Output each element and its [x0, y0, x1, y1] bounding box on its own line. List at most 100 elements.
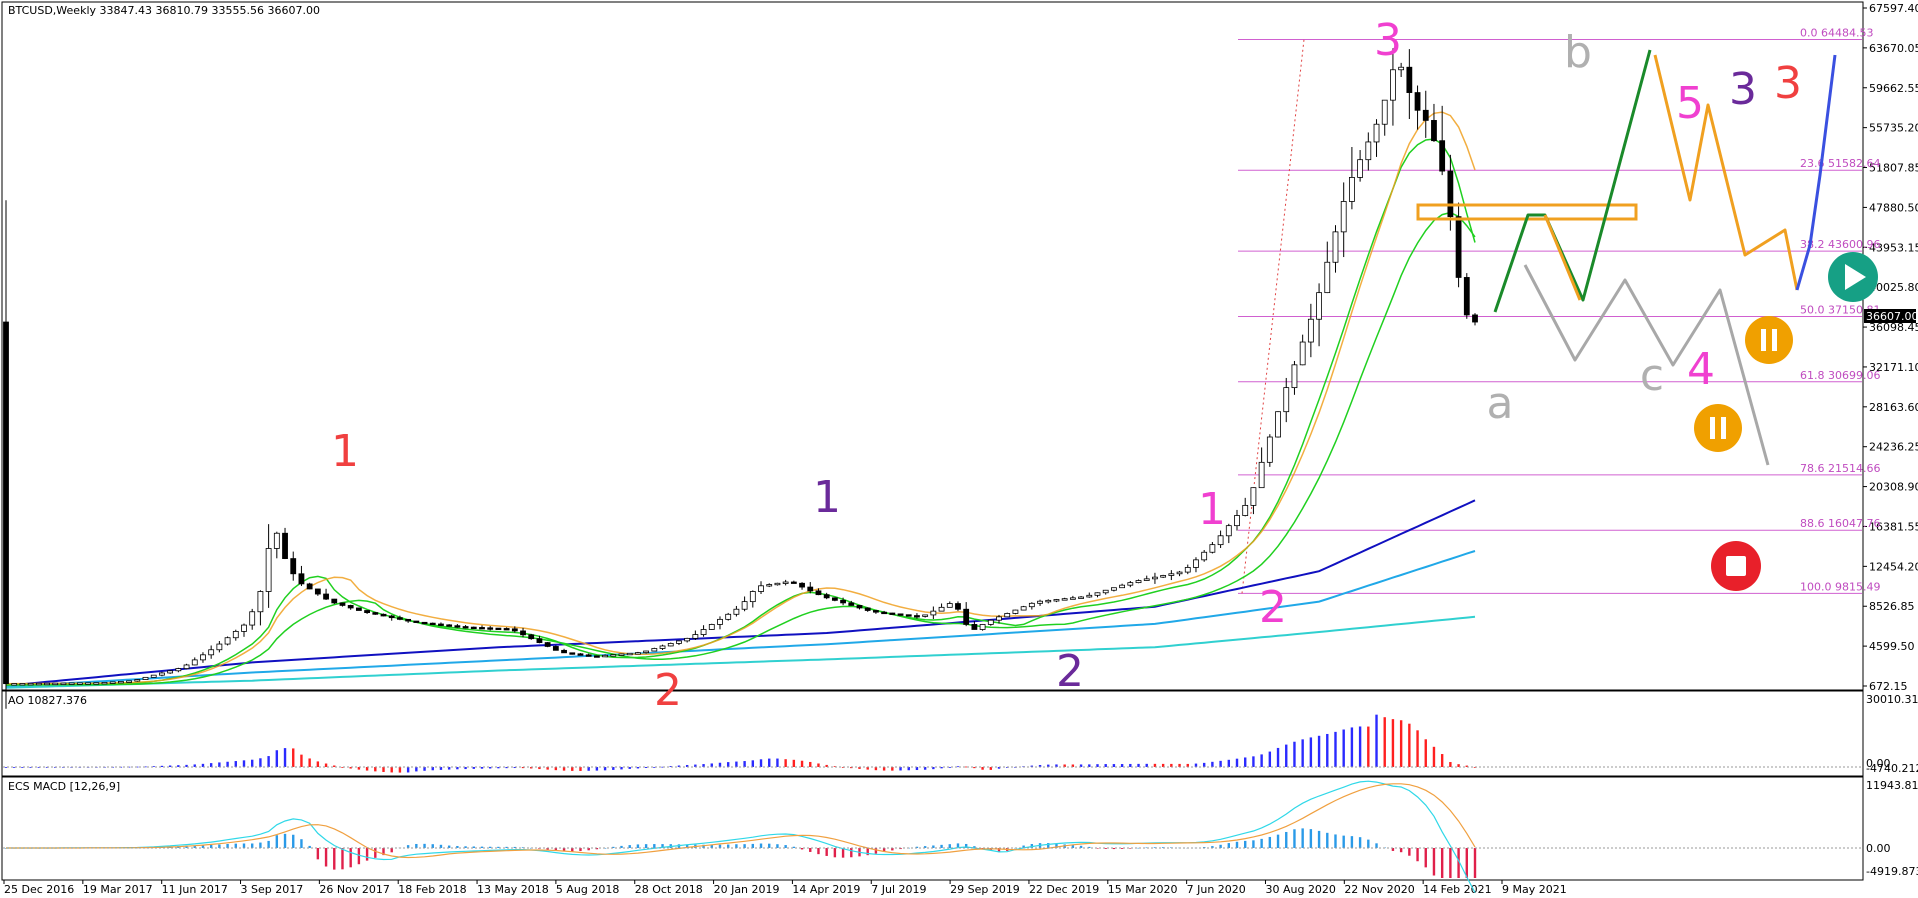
macd-bar [1350, 836, 1354, 848]
macd-bar [866, 848, 869, 856]
macd-bar [390, 848, 393, 853]
candle-body [1373, 123, 1380, 143]
y-tick-label: 28163.60 [1869, 401, 1918, 414]
ao-bar [185, 764, 188, 767]
wave-label: 4 [1687, 344, 1715, 395]
x-tick-label: 19 Mar 2017 [83, 883, 153, 896]
macd-bar [595, 848, 599, 850]
candle-body [511, 628, 518, 632]
stop-icon [1711, 541, 1761, 591]
macd-bar [1301, 828, 1304, 848]
ao-bar [784, 759, 787, 767]
ao-bar [521, 767, 525, 769]
ao-bar [1457, 764, 1460, 767]
ao-bar [644, 767, 648, 768]
ao-bar [218, 762, 221, 767]
candles [3, 48, 1478, 709]
macd-bar [218, 844, 221, 848]
ao-bar [702, 764, 705, 767]
ao-bar [472, 767, 475, 769]
macd-bar [1268, 836, 1272, 848]
ao-bar [374, 767, 377, 772]
ao-bar [1211, 761, 1214, 767]
ao-bar [1129, 763, 1132, 767]
candle-body [1012, 609, 1019, 614]
symbol-header: BTCUSD,Weekly 33847.43 36810.79 33555.56… [8, 4, 320, 17]
ao-bar [603, 767, 607, 771]
candle-body [85, 682, 91, 685]
candle-body [1275, 411, 1281, 438]
y-tick-label: 51807.85 [1869, 162, 1918, 175]
ao-bar [554, 767, 558, 771]
candle-body [1119, 584, 1126, 589]
candle-body [413, 620, 420, 623]
ao-bar [1219, 760, 1222, 767]
candle-body [807, 586, 814, 592]
ao-bar [1358, 726, 1362, 767]
candle-body [1250, 487, 1257, 506]
candle-body [347, 605, 354, 609]
macd-bar [1416, 848, 1419, 862]
wave-label: 1 [331, 426, 359, 477]
fib-label: 61.8 30699.06 [1800, 369, 1880, 382]
ao-bar [21, 767, 24, 768]
candle-body [224, 637, 231, 645]
candle-body [27, 682, 34, 686]
ao-bar [653, 767, 656, 768]
ao-bar [1285, 744, 1288, 767]
macd-bar [981, 848, 984, 849]
candle-body [1152, 576, 1158, 580]
ao-bar [4, 767, 8, 768]
price-axis: 67597.40 63670.05 59662.55 55735.20 51807.85… [1863, 2, 1918, 693]
macd-bar [1120, 848, 1124, 849]
candle-body [1242, 504, 1249, 516]
ao-bar [1416, 730, 1419, 767]
wave-label: 3 [1729, 64, 1757, 115]
ao-bar [1408, 723, 1411, 767]
y-tick-label: 67597.40 [1869, 2, 1918, 15]
candle-body [643, 650, 650, 654]
ema-orange-line [5, 111, 1476, 685]
ao-bar [431, 767, 434, 771]
y-tick-label: 32171.10 [1869, 361, 1918, 374]
macd-bar [997, 848, 1001, 852]
candle-body [290, 558, 297, 575]
macd-bar [1276, 834, 1280, 848]
macd-bar [1367, 839, 1370, 848]
macd-header: ECS MACD [12,26,9] [8, 780, 120, 793]
macd-bar [636, 844, 640, 848]
macd-bar [587, 848, 590, 851]
macd-bar [718, 844, 722, 848]
ao-bar [439, 767, 443, 770]
ao-bar [850, 767, 853, 769]
ao-bar [612, 767, 615, 770]
candle-body [1307, 318, 1314, 343]
ao-bar [915, 767, 919, 771]
candle-body [1439, 140, 1446, 172]
candle-body [799, 582, 805, 588]
candle-body [438, 623, 444, 626]
wave-label: 2 [1259, 582, 1287, 633]
candle-body [659, 645, 666, 649]
ao-bar [792, 759, 796, 767]
macd-bar [1440, 848, 1444, 878]
ao-pane [1, 690, 1864, 777]
candle-body [831, 597, 838, 601]
candle-body [11, 683, 18, 686]
macd-tick-label: -4919.8733 [1866, 865, 1918, 878]
x-tick-label: 5 Aug 2018 [556, 883, 619, 896]
candle-body [76, 682, 83, 685]
macd-bar [349, 848, 352, 868]
macd-bar [1375, 843, 1378, 848]
candle-body [1414, 92, 1421, 111]
candle-body [996, 616, 1002, 621]
ao-bar [1326, 733, 1329, 767]
wave-label: c [1640, 350, 1664, 401]
candle-body [241, 624, 247, 632]
ao-bar [981, 767, 984, 770]
ao-bar [1047, 764, 1050, 767]
macd-bar [1309, 829, 1313, 848]
y-tick-label: 55735.20 [1869, 122, 1918, 135]
candle-body [790, 581, 797, 584]
candle-body [905, 614, 912, 617]
